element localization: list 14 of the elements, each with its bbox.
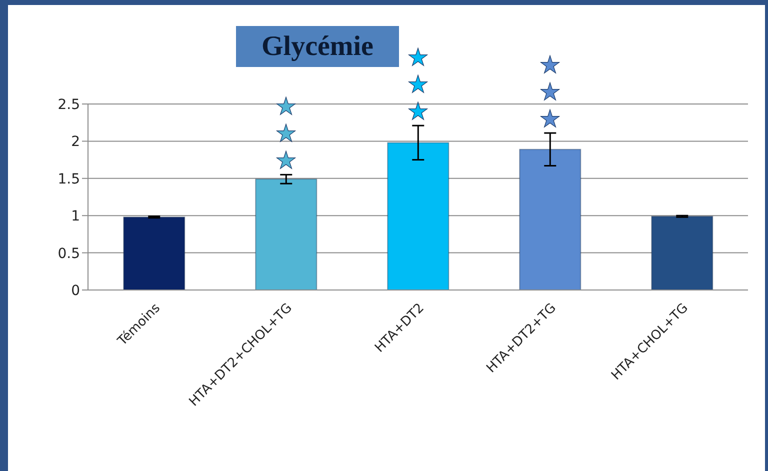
bar xyxy=(651,216,714,290)
y-tick-label: 1.5 xyxy=(58,171,80,188)
y-tick-label: 0.5 xyxy=(58,246,80,262)
y-tick-label: 2.5 xyxy=(58,96,80,113)
y-tick-label: 2 xyxy=(71,134,80,150)
y-tick-label: 0 xyxy=(71,282,80,299)
bar xyxy=(123,216,186,290)
bar xyxy=(255,178,318,290)
annotation: ★★★ xyxy=(407,44,429,126)
annotation: ★★★ xyxy=(539,51,561,134)
y-tick-label: 1 xyxy=(71,208,80,225)
chart-title: Glycémie xyxy=(236,26,399,67)
bar xyxy=(519,148,582,290)
bar xyxy=(387,142,450,290)
